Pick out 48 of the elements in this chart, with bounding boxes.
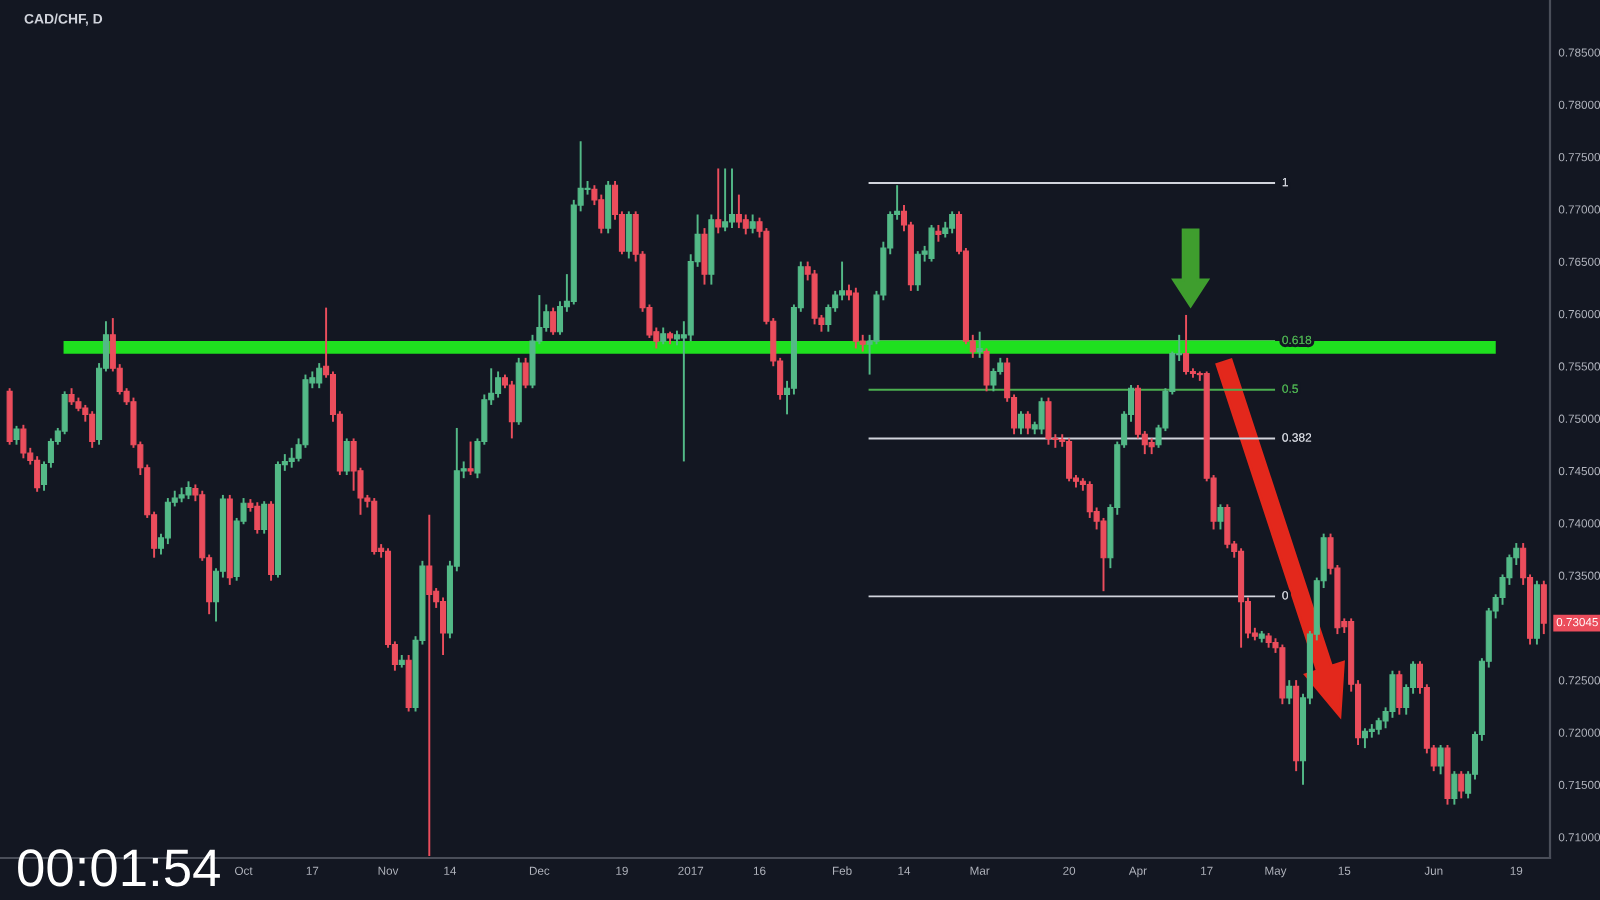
candlestick xyxy=(426,513,433,857)
candlestick xyxy=(343,437,350,477)
candlestick xyxy=(728,167,736,230)
candlestick xyxy=(1017,410,1024,436)
candlestick xyxy=(1540,579,1547,636)
candlestick xyxy=(722,167,729,233)
candlestick xyxy=(261,500,268,535)
candlestick xyxy=(440,596,447,656)
candlestick xyxy=(1045,396,1052,446)
candlestick xyxy=(715,167,722,235)
candlestick xyxy=(605,180,612,235)
candlestick xyxy=(1224,503,1231,550)
annotation: 00:01:54 xyxy=(18,849,220,887)
candlestick xyxy=(625,210,632,260)
candlestick xyxy=(1458,770,1465,800)
candlestick xyxy=(522,356,529,390)
candlestick xyxy=(976,330,983,359)
candlestick xyxy=(1451,770,1458,806)
candlestick xyxy=(13,424,20,446)
candlestick xyxy=(1217,503,1224,531)
candlestick xyxy=(20,423,27,460)
candlestick xyxy=(467,440,474,477)
candlestick xyxy=(749,213,756,235)
candlestick xyxy=(405,654,412,713)
candlestick xyxy=(316,362,323,390)
candlestick xyxy=(550,306,557,336)
candlestick xyxy=(735,193,742,230)
candlestick xyxy=(1286,679,1293,706)
candlestick xyxy=(1038,396,1045,436)
candlestick xyxy=(254,501,261,535)
candlestick xyxy=(598,193,605,235)
candlestick xyxy=(495,370,502,399)
candlestick xyxy=(1024,410,1031,436)
candlestick xyxy=(949,210,956,235)
candlestick xyxy=(1066,437,1073,483)
candlestick xyxy=(1361,727,1368,750)
candlestick xyxy=(701,227,708,286)
candlestick xyxy=(983,347,990,393)
candlestick xyxy=(811,268,818,326)
candlestick xyxy=(914,250,921,292)
candlestick xyxy=(508,379,515,440)
candlestick xyxy=(1396,669,1403,716)
candlestick xyxy=(1183,313,1190,376)
candlestick xyxy=(928,223,935,263)
candlestick xyxy=(34,455,41,493)
candlestick xyxy=(89,410,96,449)
candlestick xyxy=(288,446,295,469)
candlestick xyxy=(1437,744,1444,776)
